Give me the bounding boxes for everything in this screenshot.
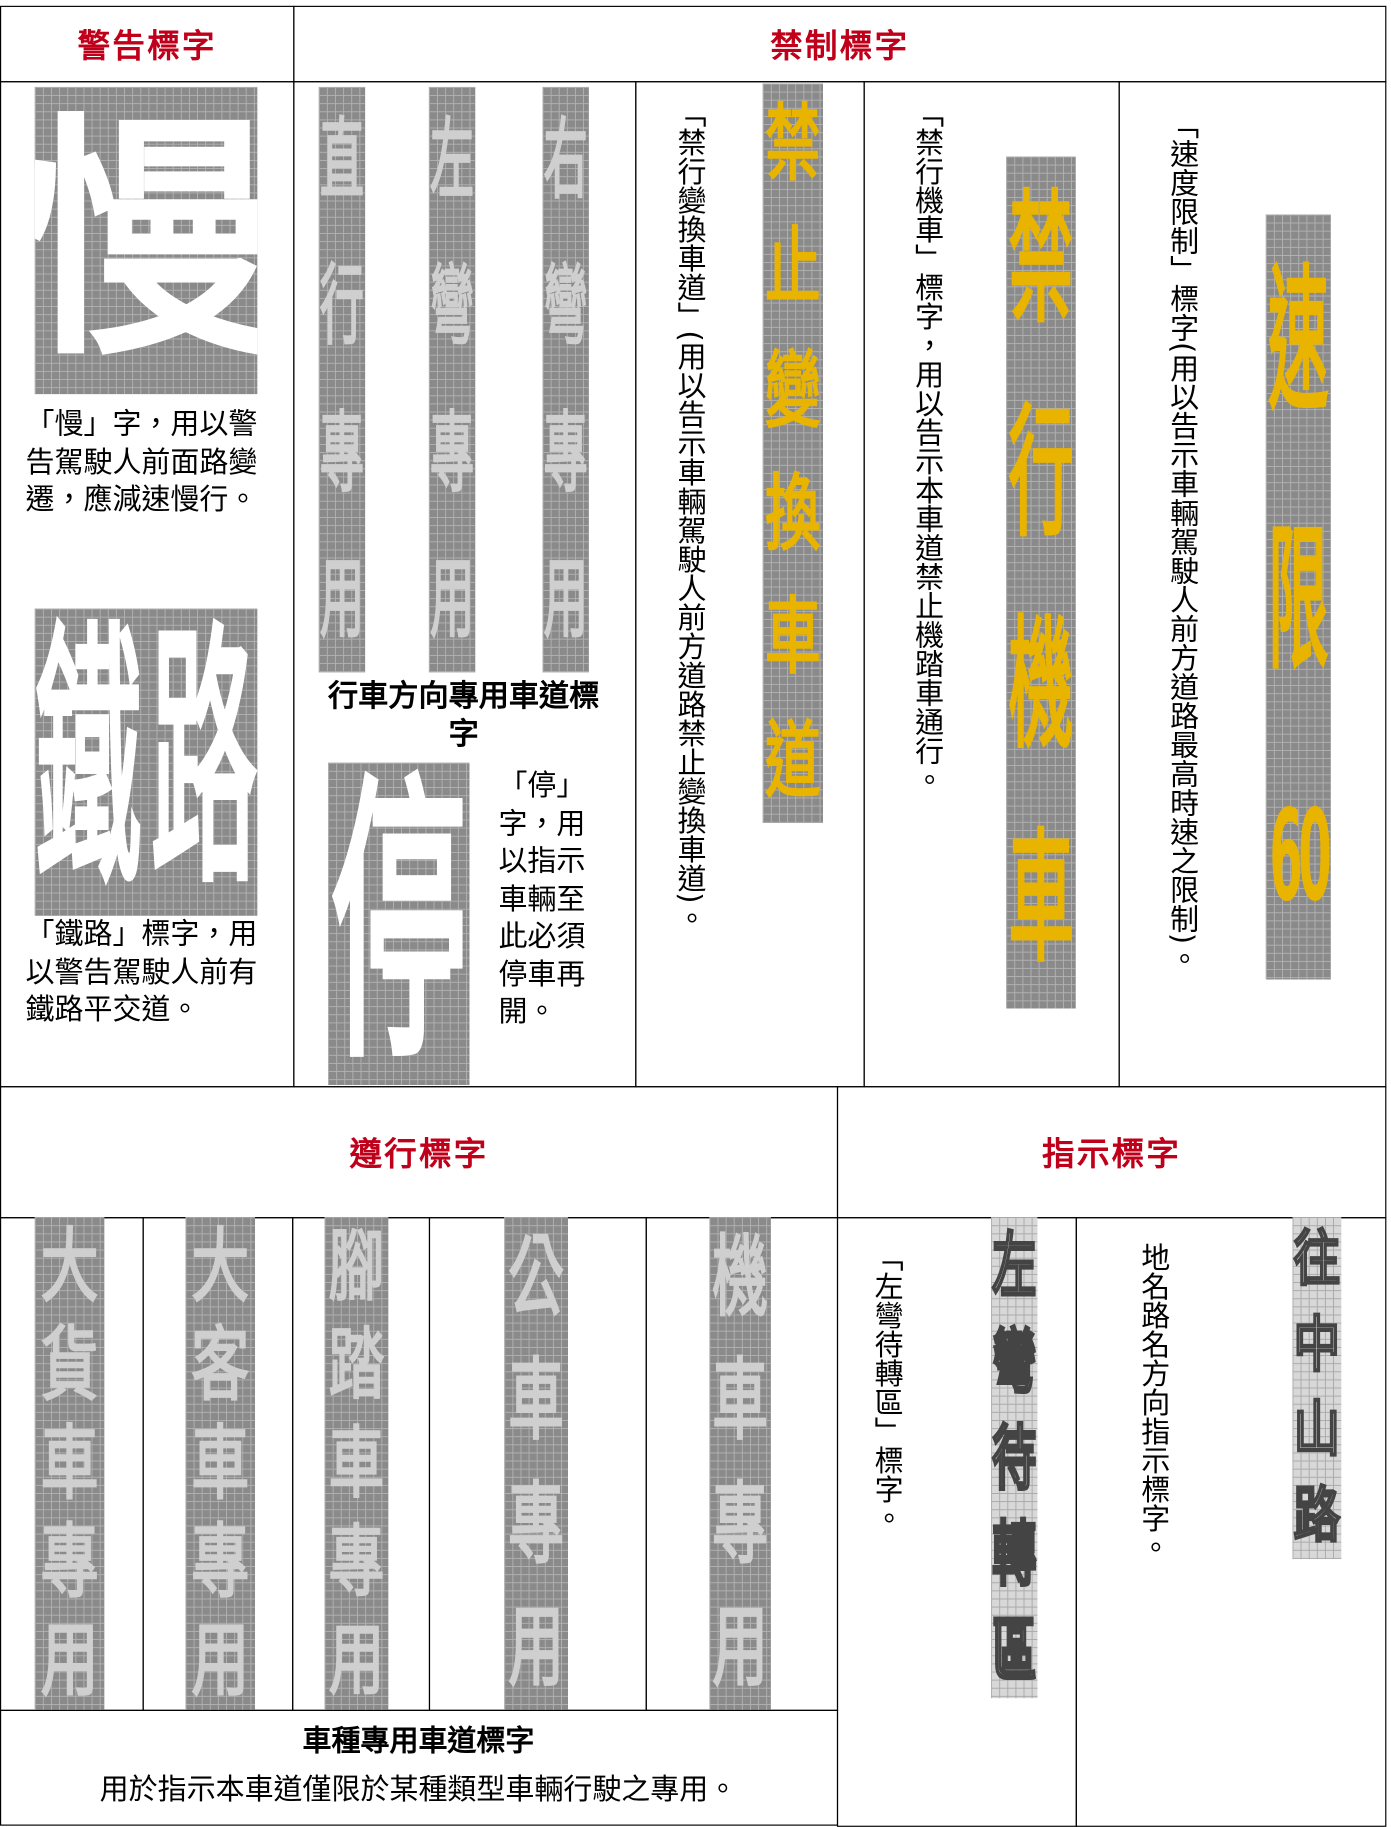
marking-character: 專 — [40, 1514, 99, 1610]
marking: 機車專用 — [709, 1217, 771, 1710]
marking-character: 用 — [712, 1596, 768, 1701]
marking: 左彎待轉區 — [991, 1217, 1038, 1699]
marking-character: 禁 — [1008, 178, 1074, 345]
marking: 左彎專用 — [428, 86, 476, 673]
marking-character: 用 — [191, 1613, 250, 1708]
description: 用於指示本車道僅限於某種類型車輛行駛之專用。 — [99, 1772, 738, 1806]
marking-character: 60 — [1269, 781, 1330, 929]
marking: 禁止變換車道 — [762, 83, 824, 824]
marking: 大貨車專用 — [34, 1217, 105, 1710]
marking-character: 鐵 — [34, 608, 142, 916]
marking-character: 用 — [319, 548, 364, 651]
marking-character: 腳 — [328, 1220, 385, 1312]
marking: 往中山路 — [1292, 1217, 1342, 1560]
description: 「左彎待轉區」標字。 — [870, 1242, 905, 1533]
marking: 慢 — [34, 86, 258, 395]
section-title: 指示標字 — [836, 1086, 1387, 1219]
marking-character: 路 — [1293, 1481, 1341, 1551]
marking-character: 變 — [765, 342, 821, 441]
marking-character: 待 — [991, 1416, 1037, 1499]
description: 地名路名方向指示標字。 — [1137, 1242, 1171, 1562]
marking: 速限 60 — [1265, 214, 1331, 980]
marking-character: 用 — [543, 548, 588, 651]
marking-character: 山 — [1293, 1396, 1341, 1466]
description: 「鐵路」標字，用以警告駕駛人前有鐵路平交道。 — [25, 916, 258, 1026]
marking-character: 道 — [765, 712, 821, 811]
marking-character: 往 — [1293, 1225, 1341, 1295]
marking-character: 速 — [1268, 253, 1329, 435]
marking-character: 踏 — [328, 1319, 385, 1411]
description: 「慢」字，用以警告駕駛人前面路變遷，應減速慢行。 — [25, 406, 258, 516]
marking-character: 機 — [1008, 604, 1074, 771]
marking-character: 專 — [328, 1516, 385, 1608]
marking: 鐵路 — [34, 608, 258, 916]
marking-character: 車 — [40, 1416, 99, 1511]
marking-character: 車 — [328, 1418, 385, 1509]
marking-character: 專 — [508, 1473, 564, 1577]
marking-character: 用 — [508, 1596, 564, 1701]
marking: 腳踏車專用 — [324, 1217, 389, 1710]
caption: 行車方向專用車道標字 — [328, 679, 600, 752]
marking-character: 客 — [191, 1317, 250, 1412]
marking-character: 停 — [330, 762, 468, 1085]
marking-character: 公 — [508, 1226, 564, 1331]
marking-character: 左 — [430, 109, 475, 212]
marking-character: 車 — [712, 1349, 768, 1454]
cell — [635, 81, 865, 1088]
marking-character: 用 — [40, 1613, 99, 1708]
cell — [1118, 81, 1387, 1088]
marking-character: 慢 — [35, 113, 258, 368]
marking-character: 轉 — [991, 1513, 1037, 1595]
marking-character: 換 — [765, 466, 821, 564]
marking-character: 專 — [712, 1473, 768, 1577]
section-title: 遵行標字 — [0, 1086, 839, 1219]
marking-character: 用 — [430, 548, 475, 651]
marking-character: 貨 — [40, 1317, 99, 1412]
marking-character: 機 — [712, 1226, 768, 1331]
description: 「禁行機車」標字，用以告示本車道禁止機踏車通行。 — [911, 98, 945, 795]
marking: 禁行機車 — [1006, 156, 1076, 1009]
description: 「禁行變換車道」(用以告示車輛駕駛人前方道路禁止變換車道)。 — [673, 98, 708, 933]
marking: 公車專用 — [504, 1217, 568, 1710]
marking-character: 用 — [328, 1615, 385, 1706]
marking-character: 車 — [191, 1416, 250, 1511]
marking: 停 — [328, 762, 470, 1085]
marking-character: 右 — [543, 109, 588, 212]
caption: 車種專用車道標字 — [302, 1723, 535, 1758]
marking-character: 限 — [1268, 512, 1329, 694]
marking-character: 彎 — [991, 1320, 1037, 1403]
marking: 右彎專用 — [542, 86, 589, 673]
section-title: 警告標字 — [0, 5, 295, 83]
marking-character: 行 — [319, 255, 364, 358]
marking-character: 路 — [150, 608, 258, 916]
marking-character: 車 — [765, 589, 821, 687]
marking-character: 大 — [40, 1219, 99, 1314]
description: 「停」字，用以指示車輛至此必須停車再開。 — [498, 768, 586, 1029]
marking-character: 止 — [765, 219, 821, 318]
marking-character: 行 — [1008, 391, 1074, 558]
marking-character: 車 — [1008, 817, 1074, 984]
marking: 大客車專用 — [185, 1217, 256, 1710]
marking-character: 中 — [1293, 1310, 1341, 1381]
cell — [863, 81, 1120, 1088]
marking-character: 區 — [991, 1609, 1037, 1691]
marking-character: 專 — [543, 401, 588, 504]
marking-character: 大 — [191, 1219, 250, 1314]
marking-character: 專 — [319, 401, 364, 504]
marking-character: 禁 — [765, 96, 821, 194]
marking-character: 專 — [430, 401, 475, 504]
marking-character: 車 — [508, 1349, 564, 1454]
marking: 直行專用 — [318, 86, 366, 673]
marking-character: 直 — [319, 109, 364, 212]
marking-character: 左 — [991, 1224, 1037, 1307]
marking-character: 專 — [191, 1514, 250, 1610]
description: 「速度限制」標字(用以告示車輛駕駛人前方道路最高時速之限制)。 — [1166, 110, 1200, 974]
marking-character: 彎 — [543, 255, 588, 358]
section-title: 禁制標字 — [293, 5, 1387, 83]
marking-character: 彎 — [430, 255, 475, 358]
